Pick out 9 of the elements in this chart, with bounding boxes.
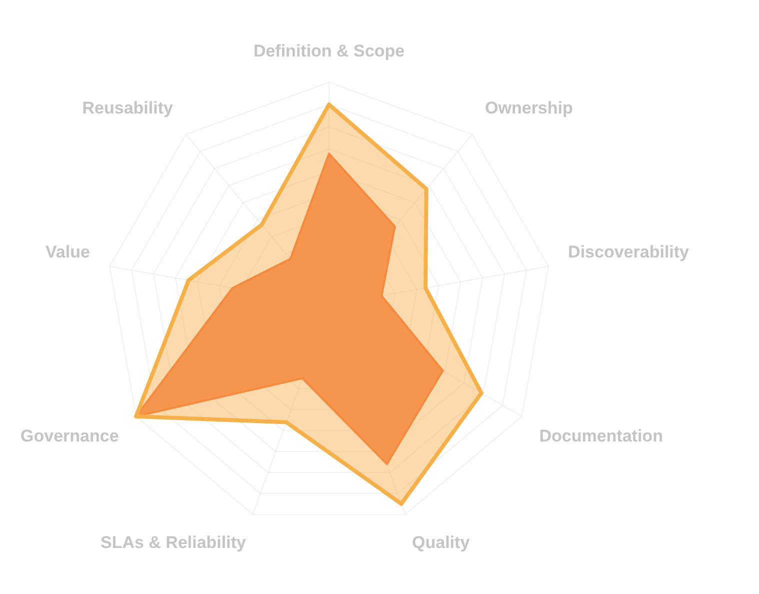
spoke-label: Governance	[20, 426, 119, 446]
spoke-label: Quality	[412, 532, 470, 552]
spoke-label: Value	[46, 242, 90, 262]
spoke-label: Ownership	[485, 98, 573, 118]
spoke-label: Reusability	[82, 98, 174, 118]
spoke-label: SLAs & Reliability	[100, 532, 247, 552]
spoke-label: Discoverability	[568, 242, 690, 262]
spoke-label: Documentation	[539, 426, 663, 446]
spoke-label: Definition & Scope	[253, 42, 405, 61]
